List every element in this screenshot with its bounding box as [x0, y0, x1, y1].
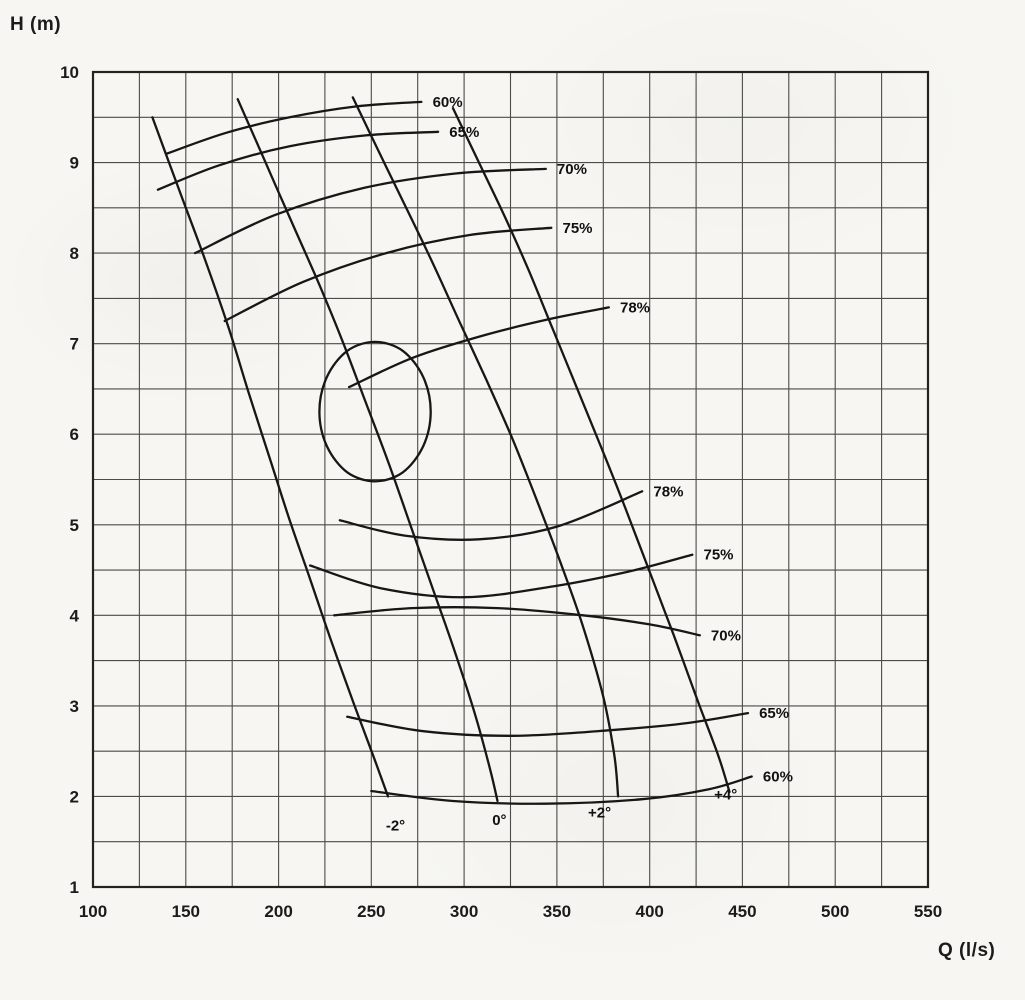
x-tick-label: 200 — [264, 902, 292, 921]
x-tick-label: 100 — [79, 902, 107, 921]
x-tick-label: 250 — [357, 902, 385, 921]
curve-efficiency-75pct-upper — [223, 226, 553, 323]
x-axis-title: Q (l/s) — [938, 940, 996, 961]
y-tick-label: 4 — [70, 606, 80, 625]
x-tick-label: 150 — [172, 902, 200, 921]
curve-label: -2° — [386, 817, 405, 834]
y-tick-label: 8 — [70, 244, 79, 263]
curve-label: 70% — [711, 627, 741, 644]
curve-efficiency-60pct-upper — [166, 100, 423, 155]
curve-efficiency-60pct-lower — [370, 775, 753, 805]
y-tick-label: 2 — [70, 787, 79, 806]
y-tick-label: 7 — [70, 335, 79, 354]
x-tick-label: 300 — [450, 902, 478, 921]
curve-blade-angle-plus4deg — [451, 107, 731, 794]
y-tick-label: 1 — [70, 878, 79, 897]
curve-efficiency-78pct-lower — [338, 490, 644, 541]
y-tick-label: 9 — [70, 154, 79, 173]
curve-label: 78% — [653, 483, 683, 500]
curve-label: 70% — [557, 161, 587, 178]
x-tick-label: 350 — [543, 902, 571, 921]
curve-label: 0° — [492, 812, 506, 829]
curve-label: 65% — [449, 124, 479, 141]
curve-label: 60% — [763, 769, 793, 786]
x-tick-label: 550 — [914, 902, 942, 921]
x-tick-label: 450 — [728, 902, 756, 921]
curve-label: +2° — [588, 805, 611, 822]
curve-efficiency-70pct-lower — [333, 606, 701, 637]
y-tick-label: 3 — [70, 697, 79, 716]
curve-label: 65% — [759, 705, 789, 722]
curve-label: 75% — [704, 547, 734, 564]
curve-blade-angle-0deg — [236, 98, 499, 803]
curve-efficiency-best-point-loop — [318, 340, 432, 483]
y-tick-label: 10 — [60, 63, 79, 82]
y-tick-label: 6 — [70, 425, 79, 444]
plot-border — [91, 70, 930, 889]
curve-label: 75% — [563, 220, 593, 237]
curve-efficiency-75pct-lower — [308, 553, 694, 599]
curve-blade-angle-plus2deg — [351, 96, 620, 798]
curve-efficiency-65pct-lower — [346, 711, 750, 737]
curve-label: +4° — [714, 787, 737, 804]
curve-blade-angle-minus2deg — [151, 116, 390, 798]
x-tick-label: 500 — [821, 902, 849, 921]
curve-efficiency-78pct-upper — [347, 306, 610, 389]
x-tick-label: 400 — [636, 902, 664, 921]
curve-label: 78% — [620, 299, 650, 316]
curve-label: 60% — [433, 94, 463, 111]
y-tick-label: 5 — [70, 516, 79, 535]
curve-efficiency-70pct-upper — [193, 167, 547, 255]
y-axis-title: H (m) — [10, 14, 62, 35]
curve-efficiency-65pct-upper — [156, 130, 440, 191]
